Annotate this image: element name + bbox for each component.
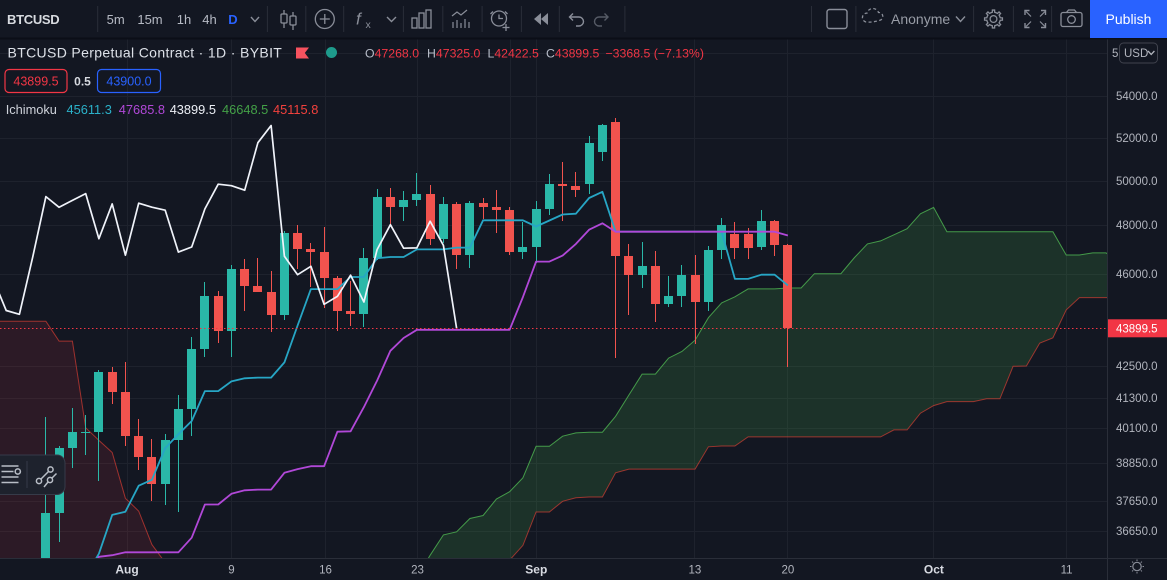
- svg-text:Sep: Sep: [525, 563, 547, 577]
- svg-text:47685.8: 47685.8: [119, 102, 165, 117]
- svg-text:1h: 1h: [177, 12, 191, 27]
- svg-text:Ichimoku: Ichimoku: [6, 102, 57, 117]
- svg-text:42500.0: 42500.0: [1116, 361, 1158, 373]
- svg-text:BTCUSD: BTCUSD: [7, 12, 59, 27]
- svg-text:41300.0: 41300.0: [1116, 393, 1158, 405]
- svg-text:43900.0: 43900.0: [106, 75, 151, 89]
- svg-text:x: x: [366, 19, 372, 31]
- svg-text:16: 16: [319, 565, 332, 577]
- svg-text:9: 9: [228, 565, 234, 577]
- svg-text:O47268.0: O47268.0: [365, 47, 419, 61]
- svg-text:Anonyme: Anonyme: [891, 11, 950, 27]
- svg-text:13: 13: [689, 565, 702, 577]
- svg-text:48000.0: 48000.0: [1116, 220, 1158, 232]
- svg-text:D: D: [228, 12, 237, 27]
- svg-text:23: 23: [411, 565, 424, 577]
- svg-text:43899.5: 43899.5: [13, 75, 58, 89]
- svg-text:f: f: [356, 10, 363, 29]
- svg-text:43899.5: 43899.5: [1116, 323, 1158, 335]
- svg-text:43899.5: 43899.5: [170, 102, 216, 117]
- svg-text:38850.0: 38850.0: [1116, 458, 1158, 470]
- svg-text:4h: 4h: [202, 12, 216, 27]
- svg-text:−3368.5 (−7.13%): −3368.5 (−7.13%): [606, 47, 704, 61]
- svg-text:C43899.5: C43899.5: [546, 47, 600, 61]
- svg-text:36650.0: 36650.0: [1116, 526, 1158, 538]
- svg-text:USD: USD: [1124, 48, 1148, 60]
- svg-text:52000.0: 52000.0: [1116, 133, 1158, 145]
- svg-text:H47325.0: H47325.0: [427, 47, 481, 61]
- svg-text:15m: 15m: [137, 12, 162, 27]
- svg-text:0.5: 0.5: [74, 75, 91, 89]
- svg-text:46648.5: 46648.5: [222, 102, 268, 117]
- svg-text:40100.0: 40100.0: [1116, 423, 1158, 435]
- svg-text:Aug: Aug: [115, 563, 138, 577]
- svg-text:54000.0: 54000.0: [1116, 91, 1158, 103]
- svg-text:L42422.5: L42422.5: [488, 47, 539, 61]
- svg-text:11: 11: [1061, 565, 1073, 577]
- svg-text:BTCUSD Perpetual Contract · 1D: BTCUSD Perpetual Contract · 1D · BYBIT: [8, 45, 283, 61]
- svg-text:45611.3: 45611.3: [67, 102, 112, 117]
- svg-text:5m: 5m: [107, 12, 125, 27]
- svg-text:46000.0: 46000.0: [1116, 269, 1158, 281]
- svg-text:45115.8: 45115.8: [273, 102, 318, 117]
- svg-text:37650.0: 37650.0: [1116, 496, 1158, 508]
- svg-text:Oct: Oct: [924, 563, 944, 577]
- svg-text:20: 20: [782, 565, 795, 577]
- svg-text:Publish: Publish: [1106, 11, 1152, 27]
- svg-text:50000.0: 50000.0: [1116, 176, 1158, 188]
